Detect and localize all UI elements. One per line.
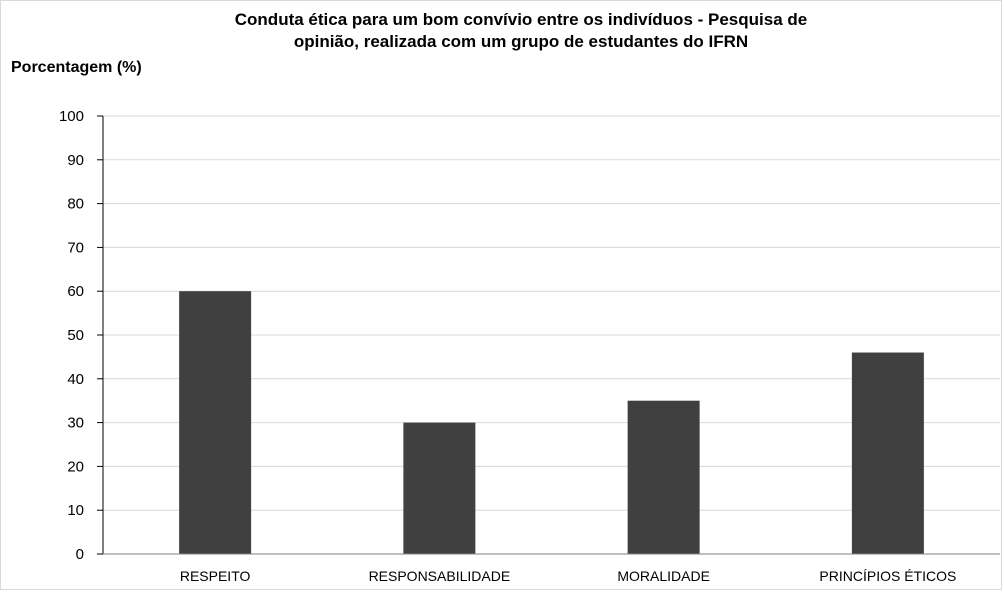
y-tick-label-10: 10 xyxy=(67,502,84,519)
y-tick-label-30: 30 xyxy=(67,415,84,432)
category-label-0: RESPEITO xyxy=(180,568,251,584)
bar-princ-pios-ticos xyxy=(851,352,924,554)
y-tick-label-40: 40 xyxy=(67,371,84,388)
chart-title: Conduta ética para um bom convívio entre… xyxy=(61,9,981,53)
category-label-3: PRINCÍPIOS ÉTICOS xyxy=(819,568,956,584)
gridlines xyxy=(103,115,1000,511)
y-tick-label-100: 100 xyxy=(59,108,84,125)
chart-title-line-1: Conduta ética para um bom convívio entre… xyxy=(234,10,808,29)
category-labels: RESPEITO RESPONSABILIDADE MORALIDADE PRINCÍ… xyxy=(180,568,956,584)
bar-respeito xyxy=(179,291,252,554)
y-tick-label-0: 0 xyxy=(76,546,84,563)
category-label-1: RESPONSABILIDADE xyxy=(369,568,511,584)
y-tick-labels: 0 10 20 30 40 50 60 70 80 90 100 xyxy=(59,108,84,563)
y-tick-label-20: 20 xyxy=(67,458,84,475)
bars xyxy=(179,291,924,554)
chart-title-line-2: opinião, realizada com um grupo de estud… xyxy=(293,32,749,51)
y-tick-label-60: 60 xyxy=(67,283,84,300)
bar-responsabilidade xyxy=(403,422,476,554)
y-axis-title: Porcentagem (%) xyxy=(11,59,142,76)
axes xyxy=(97,115,1000,555)
y-tick-label-50: 50 xyxy=(67,327,84,344)
y-tick-label-90: 90 xyxy=(67,152,84,169)
y-tick-label-80: 80 xyxy=(67,196,84,213)
bar-moralidade xyxy=(627,400,700,554)
category-label-2: MORALIDADE xyxy=(617,568,710,584)
y-tick-label-70: 70 xyxy=(67,239,84,256)
